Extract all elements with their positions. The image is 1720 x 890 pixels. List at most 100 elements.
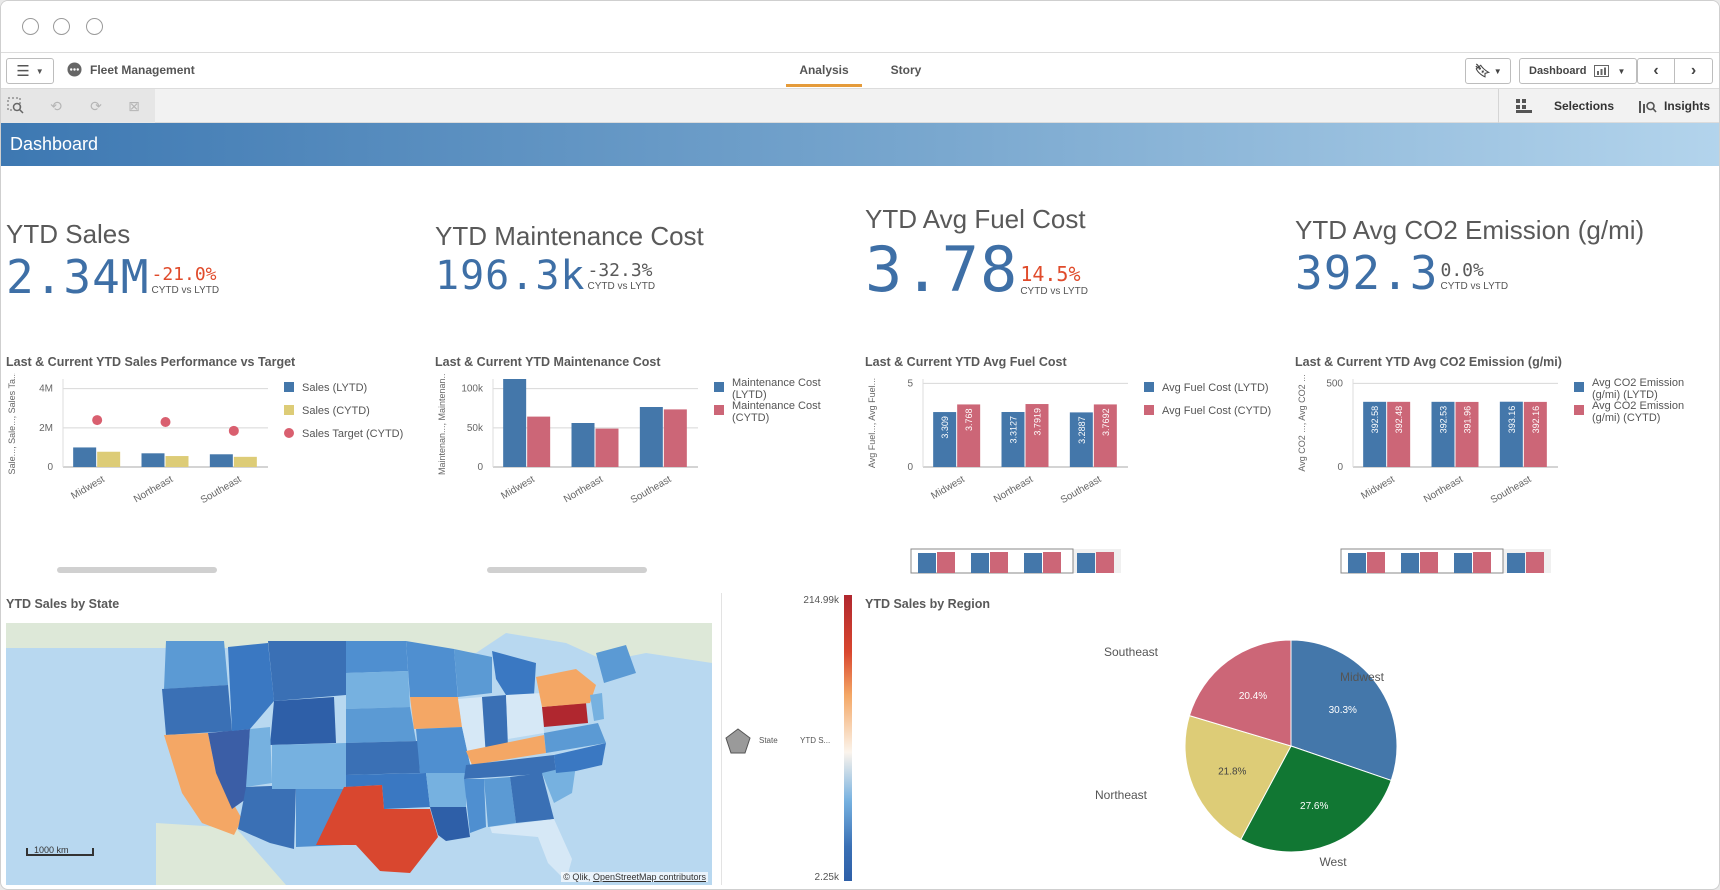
legend-label: Avg CO2 Emission	[1592, 400, 1684, 412]
app-name: Fleet Management	[90, 62, 195, 77]
chart-title-sales-by-state: YTD Sales by State	[6, 597, 120, 611]
bar	[571, 423, 595, 467]
y-tick-label: 500	[1326, 378, 1343, 389]
osm-attribution-link[interactable]: OpenStreetMap contributors	[592, 872, 706, 882]
state-south-carolina	[542, 765, 576, 803]
sales-by-state-map[interactable]: 1000 km © Qlik, OpenStreetMap contributo…	[6, 623, 712, 885]
kpi-value: 2.34M	[6, 250, 150, 304]
state-indiana	[482, 695, 508, 757]
chart-title-sales-by-region: YTD Sales by Region	[865, 597, 991, 611]
pie-value-label: 27.6%	[1300, 801, 1328, 812]
bar	[1093, 404, 1117, 467]
state-louisiana	[430, 807, 470, 841]
legend-max: 214.99k	[803, 595, 839, 606]
window-minimize-button[interactable]	[53, 18, 70, 35]
legend-swatch	[1144, 382, 1154, 392]
mini-bar	[918, 553, 936, 573]
toolbar-divider	[1498, 89, 1499, 123]
window-close-button[interactable]	[22, 18, 39, 35]
navigation-menu-button[interactable]: ☰ ▼	[6, 58, 54, 84]
mini-bar	[1401, 553, 1419, 573]
legend-dimension: State	[759, 736, 778, 745]
selection-tools-group	[1, 89, 155, 123]
state-michigan	[492, 651, 536, 695]
y-tick-label: 100k	[461, 384, 484, 395]
mini-bar	[1077, 553, 1095, 573]
avg-co2-chart[interactable]: Avg CO2 ..., Avg CO2 ... 500 0 392.58 392.48…	[1291, 373, 1720, 588]
kpi-ytd-sales[interactable]: YTD Sales 2.34M -21.0% CYTD vs LYTD	[6, 219, 426, 300]
bar-value-label: 393.16	[1507, 406, 1517, 434]
state-texas	[316, 785, 438, 873]
layer-icon[interactable]	[724, 727, 752, 755]
selections-button[interactable]: Selections	[1516, 89, 1614, 123]
y-tick-label: 2M	[39, 423, 53, 434]
insights-button[interactable]: Insights	[1639, 89, 1710, 123]
legend-swatch	[1144, 405, 1154, 415]
chart-title-avg-fuel-cost: Last & Current YTD Avg Fuel Cost	[865, 355, 1067, 369]
bar	[1523, 401, 1547, 467]
state-nebraska	[346, 707, 416, 743]
clear-selections-icon[interactable]: ⊠	[128, 98, 140, 114]
pie-value-label: 21.8%	[1218, 766, 1246, 777]
y-axis-label: Avg CO2 ..., Avg CO2 ...	[1297, 374, 1307, 471]
state-utah	[246, 727, 272, 787]
sales-by-region-pie[interactable]: 30.3% Midwest 27.6% West 21.8% Northeast 20.4%…	[1051, 631, 1451, 881]
mini-bar	[1348, 553, 1366, 573]
sheet-selector[interactable]: Dashboard ▼	[1519, 58, 1637, 84]
legend-swatch	[284, 405, 294, 415]
mini-bar	[1507, 553, 1525, 573]
tab-story[interactable]: Story	[890, 63, 922, 77]
kpi-ytd-avg-fuel-cost[interactable]: YTD Avg Fuel Cost 3.78 14.5% CYTD vs LYT…	[865, 204, 1285, 301]
kpi-ytd-maintenance-cost[interactable]: YTD Maintenance Cost 196.3k -32.3% CYTD …	[435, 221, 855, 296]
mini-bar	[1454, 553, 1472, 573]
state-kentucky	[466, 735, 546, 765]
previous-sheet-button[interactable]: ‹	[1637, 58, 1675, 84]
pie-category-label: Southeast	[1104, 645, 1159, 659]
chevron-down-icon: ▼	[1617, 66, 1626, 76]
legend-min: 2.25k	[814, 872, 839, 883]
x-tick-label: Northeast	[992, 474, 1035, 505]
bar-value-label: 3.7919	[1033, 408, 1043, 436]
bookmarks-button[interactable]: 🔖︎ ▼	[1465, 58, 1511, 84]
step-forward-icon[interactable]: ⟳	[90, 98, 102, 114]
sales-performance-chart[interactable]: Sale..., Sale..., Sales Ta... 4M 2M 0 Midwes…	[1, 373, 431, 583]
map-scale-label: 1000 km	[34, 845, 69, 855]
pie-category-label: Midwest	[1340, 670, 1385, 684]
kpi-delta: -21.0%	[151, 264, 217, 285]
legend-swatch	[284, 382, 294, 392]
next-sheet-button[interactable]: ›	[1675, 58, 1713, 84]
bar	[1001, 411, 1025, 467]
kpi-delta: 0.0%	[1440, 260, 1484, 281]
state-nevada	[208, 729, 250, 809]
avg-fuel-cost-chart[interactable]: Avg Fuel..., Avg Fuel... 5 0 3.309 3.768 Midw…	[861, 373, 1291, 588]
pie-category-label: West	[1319, 855, 1347, 869]
x-tick-label: Southeast	[629, 474, 674, 506]
app-title[interactable]: Fleet Management	[67, 62, 195, 77]
chevron-left-icon: ‹	[1653, 62, 1659, 79]
y-tick-label: 5	[907, 378, 913, 389]
state-alabama	[484, 777, 516, 827]
window-maximize-button[interactable]	[86, 18, 103, 35]
state-north-dakota	[346, 641, 408, 673]
legend-label: Maintenance Cost	[732, 400, 821, 412]
legend-swatch	[1574, 405, 1584, 415]
state-florida	[490, 819, 572, 881]
kpi-value: 392.3	[1295, 246, 1439, 300]
maintenance-cost-chart[interactable]: Maintenan..., Maintenan... 100k 50k 0 Midwes…	[431, 373, 861, 583]
legend-label: Avg Fuel Cost (CYTD)	[1162, 405, 1271, 417]
kpi-subtitle: CYTD vs LYTD	[587, 281, 656, 292]
chart-title-sales-performance: Last & Current YTD Sales Performance vs …	[6, 355, 296, 369]
kpi-ytd-avg-co2-emission[interactable]: YTD Avg CO2 Emission (g/mi) 392.3 0.0% C…	[1295, 215, 1715, 296]
tab-analysis[interactable]: Analysis	[786, 53, 862, 87]
app-navbar: ☰ ▼ Fleet Management Analysis Story 🔖︎ ▼…	[1, 53, 1719, 89]
smart-search-icon[interactable]	[7, 97, 25, 115]
legend-color-ramp	[844, 595, 852, 881]
kpi-delta: 14.5%	[1020, 262, 1081, 286]
bookmark-icon: 🔖︎	[1474, 63, 1491, 78]
step-back-icon[interactable]: ⟲	[50, 98, 62, 114]
bar	[1431, 401, 1455, 467]
y-tick-label: 0	[1337, 462, 1343, 473]
scrollbar-thumb	[57, 567, 217, 573]
mini-bar	[990, 552, 1008, 573]
